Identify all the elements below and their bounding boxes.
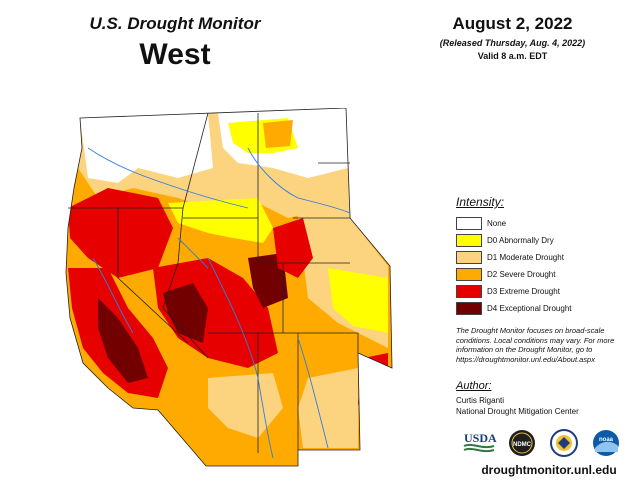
noaa-logo-text: noaa (599, 437, 614, 443)
legend-label: D4 Exceptional Drought (487, 303, 572, 313)
noaa-logo: noaa (593, 430, 619, 456)
legend-item: D1 Moderate Drought (456, 249, 636, 265)
usda-logo-text: USDA (464, 431, 497, 445)
disclaimer-note: The Drought Monitor focuses on broad-sca… (456, 326, 615, 364)
legend-item: D0 Abnormally Dry (456, 232, 636, 248)
legend-swatch-d1 (456, 250, 482, 264)
logos-graphic: USDA NDMC noaa (463, 429, 619, 457)
legend-label: D1 Moderate Drought (487, 252, 564, 262)
legend-item: D4 Exceptional Drought (456, 300, 636, 316)
legend-swatch-d2 (456, 267, 482, 281)
legend-label: D0 Abnormally Dry (487, 235, 554, 245)
legend-swatch-none (456, 216, 482, 230)
map-title: West (139, 38, 211, 71)
valid-time: Valid 8 a.m. EDT (477, 51, 548, 61)
ndmc-logo: NDMC (509, 430, 535, 456)
release-date: (Released Thursday, Aug. 4, 2022) (439, 38, 586, 48)
west-region-map-graphic (65, 107, 393, 467)
doc-seal-logo (550, 429, 578, 457)
legend: Intensity: None D0 Abnormally Dry D1 Mod… (456, 195, 636, 317)
title-block: U.S. Drought Monitor West (40, 14, 310, 72)
date-block: August 2, 2022 (Released Thursday, Aug. … (400, 14, 625, 61)
legend-label: D2 Severe Drought (487, 269, 556, 279)
drought-map (58, 107, 410, 476)
legend-swatch-d4 (456, 301, 482, 315)
legend-title: Intensity: (456, 195, 505, 209)
author-name: Curtis Riganti (456, 396, 505, 405)
author-organization: National Drought Mitigation Center (456, 407, 579, 416)
author-heading: Author: (456, 380, 492, 392)
legend-label: D3 Extreme Drought (487, 286, 560, 296)
ndmc-logo-text: NDMC (513, 442, 532, 448)
map-subtitle: U.S. Drought Monitor (89, 14, 261, 33)
legend-label: None (487, 218, 507, 228)
website-url: droughtmonitor.unl.edu (481, 463, 617, 477)
map-date: August 2, 2022 (452, 14, 573, 33)
legend-swatch-d0 (456, 233, 482, 247)
legend-item: None (456, 215, 636, 231)
usda-logo: USDA (463, 431, 497, 453)
agency-logos: USDA NDMC noaa (462, 426, 632, 460)
legend-swatch-d3 (456, 284, 482, 298)
legend-item: D2 Severe Drought (456, 266, 636, 282)
legend-item: D3 Extreme Drought (456, 283, 636, 299)
